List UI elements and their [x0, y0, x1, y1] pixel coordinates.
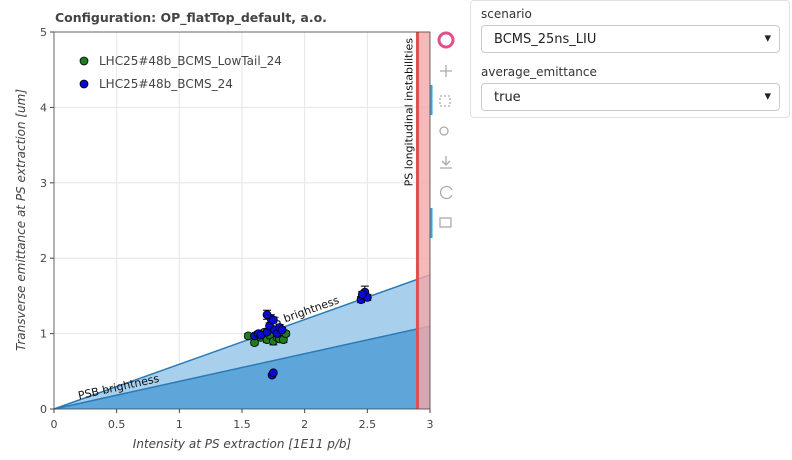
- x-tick-label: 0.5: [108, 418, 126, 431]
- y-tick-label: 0: [40, 403, 47, 416]
- legend-label: LHC25#48b_BCMS_LowTail_24: [99, 54, 282, 68]
- legend-marker: [79, 56, 89, 66]
- select[interactable]: true: [481, 83, 780, 111]
- legend-marker: [79, 79, 89, 89]
- y-axis-label: Transverse emittance at PS extraction [u…: [14, 89, 28, 351]
- hover-tool[interactable]: [439, 217, 452, 228]
- widget-label: scenario: [481, 7, 532, 21]
- x-tick-label: 3: [427, 418, 434, 431]
- brightness-line: [53, 325, 431, 410]
- instability-label: PS longitudinal instabilities: [402, 38, 415, 187]
- instability-band: [417, 32, 430, 409]
- x-tick-label: 1.5: [233, 418, 251, 431]
- x-axis-label: Intensity at PS extraction [1E11 p/b]: [133, 437, 352, 451]
- x-tick-label: 0: [51, 418, 58, 431]
- save-tool[interactable]: [440, 156, 452, 169]
- x-tick-label: 2.5: [359, 418, 377, 431]
- widget-panel: scenario BCMS_25ns_LIU average_emittance…: [470, 0, 790, 118]
- y-tick-label: 4: [40, 101, 47, 114]
- y-tick-label: 2: [40, 252, 47, 265]
- wheel-zoom-tool[interactable]: [439, 126, 449, 136]
- plot-frame: [53, 31, 431, 410]
- legend-label: LHC25#48b_BCMS_24: [99, 77, 233, 91]
- scatter-point: [357, 289, 367, 299]
- y-tick-label: 3: [40, 177, 47, 190]
- box-zoom-tool[interactable]: [439, 95, 451, 107]
- chart-title: Configuration: OP_flatTop_default, a.o.: [55, 10, 327, 26]
- scatter-point: [268, 315, 278, 325]
- scatter-point: [268, 368, 278, 378]
- bokeh-logo[interactable]: [437, 31, 455, 49]
- scatter-point: [262, 310, 272, 320]
- widget-label: average_emittance: [481, 65, 597, 79]
- x-tick-label: 2: [301, 418, 308, 431]
- toolbar: [429, 31, 455, 238]
- y-tick-label: 5: [40, 26, 47, 39]
- pan-tool[interactable]: [440, 65, 452, 77]
- scatter-point: [277, 325, 287, 335]
- reset-tool[interactable]: [439, 185, 453, 200]
- select[interactable]: BCMS_25ns_LIU: [481, 25, 780, 53]
- x-tick-label: 1: [176, 418, 183, 431]
- y-tick-label: 1: [40, 328, 47, 341]
- chart: Configuration: OP_flatTop_default, a.o. …: [14, 10, 455, 451]
